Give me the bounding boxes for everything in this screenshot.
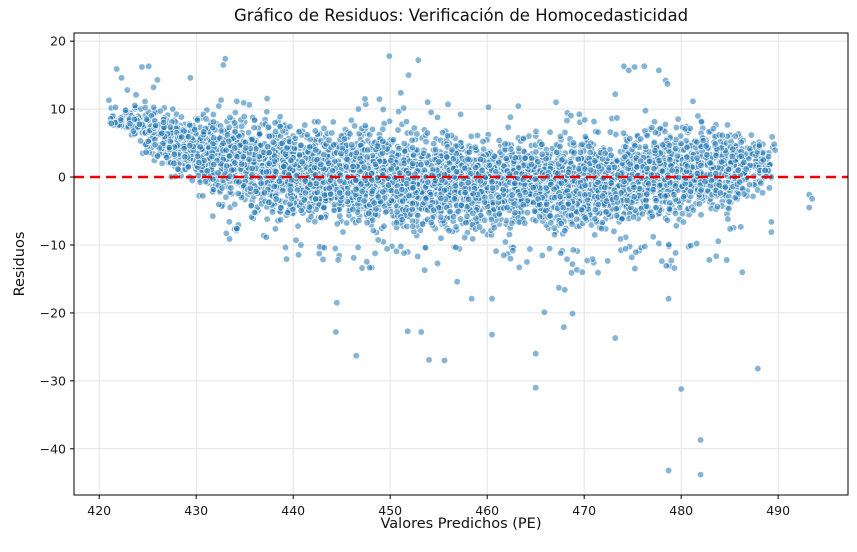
chart-title: Gráfico de Residuos: Verificación de Hom… xyxy=(233,6,689,25)
y-tick-label: −20 xyxy=(39,305,66,321)
y-tick-label: −40 xyxy=(39,441,66,457)
x-tick-label: 470 xyxy=(572,503,597,518)
x-tick-label: 460 xyxy=(475,503,500,518)
y-tick-label: 10 xyxy=(50,101,66,117)
y-tick-label: 20 xyxy=(50,33,66,49)
x-tick-label: 440 xyxy=(281,503,306,518)
y-tick-label: 0 xyxy=(58,169,66,185)
x-axis-label: Valores Predichos (PE) xyxy=(380,516,542,532)
y-tick-label: −10 xyxy=(39,237,66,253)
x-tick-label: 450 xyxy=(378,503,403,518)
y-tick-label: −30 xyxy=(39,373,66,389)
y-axis-label: Residuos xyxy=(12,231,28,297)
x-tick-label: 420 xyxy=(87,503,112,518)
x-tick-label: 480 xyxy=(669,503,694,518)
x-tick-label: 490 xyxy=(766,503,791,518)
x-tick-label: 430 xyxy=(184,503,209,518)
